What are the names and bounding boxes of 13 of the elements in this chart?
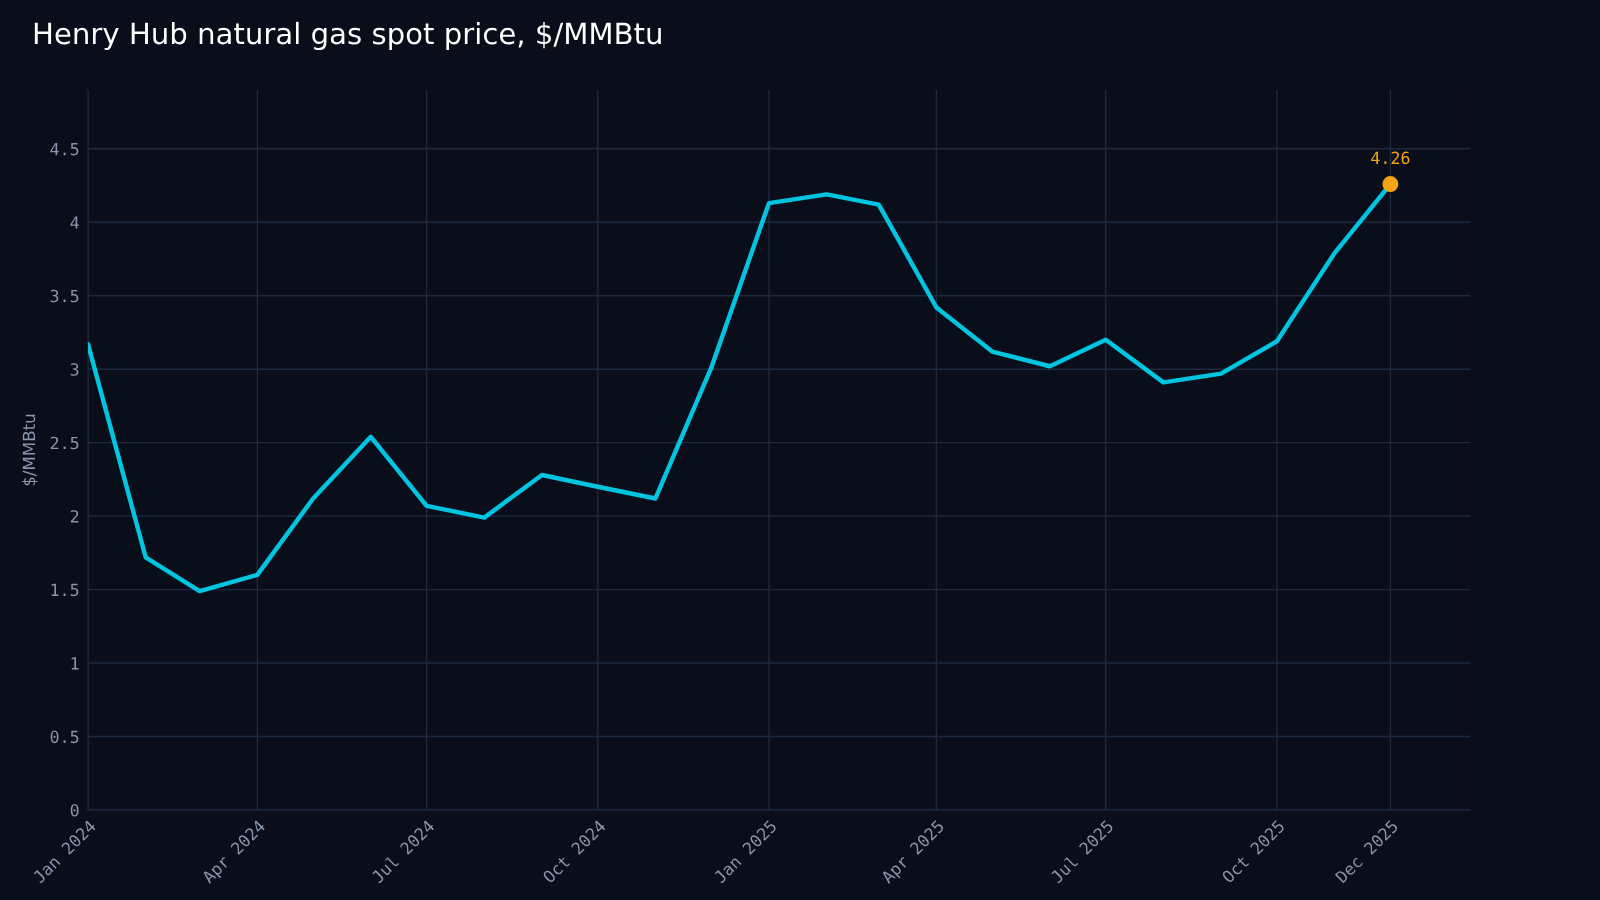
y-tick-label: 4 bbox=[70, 216, 79, 229]
annotation: 4.26 bbox=[1371, 151, 1410, 165]
y-tick-label: 3.5 bbox=[50, 289, 79, 303]
y-tick-label: 0 bbox=[70, 804, 79, 817]
y-tick-label: 2.5 bbox=[50, 436, 79, 450]
y-tick-label: 2 bbox=[70, 510, 79, 523]
chart-title: Henry Hub natural gas spot price, $/MMBtu bbox=[34, 21, 661, 51]
y-tick-label: 1.5 bbox=[51, 583, 79, 597]
y-tick-label: 3 bbox=[70, 363, 79, 376]
y-axis-title: $/MMBtu bbox=[22, 414, 38, 486]
y-tick-label: 0.5 bbox=[50, 730, 79, 744]
y-tick-label: 1 bbox=[71, 657, 79, 670]
y-tick-label: 4.5 bbox=[50, 143, 79, 156]
